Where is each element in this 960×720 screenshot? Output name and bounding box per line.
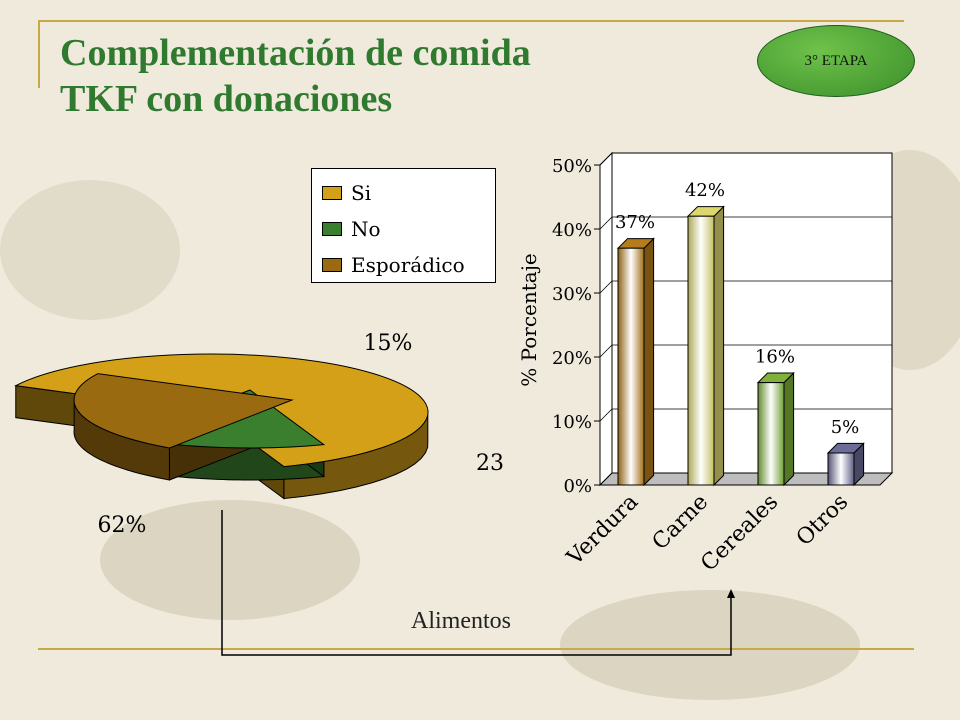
bar-data-label-verdura: 37% [615,212,655,233]
pie-label-si: 62% [98,513,147,538]
bar-y-axis-title: % Porcentaje [517,253,541,387]
top-rule [38,20,904,22]
pie-label-no: 15% [364,331,413,356]
bar-y-tick-label: 30% [552,284,592,305]
pie-label-esporadico: 23 [476,451,504,476]
pie-slice-esporádico [73,373,294,449]
bar-y-tick-label: 0% [563,476,592,497]
bar-data-label-carne: 42% [685,180,725,201]
bar-x-axis-title: Alimentos [411,608,511,634]
bar-carne [686,205,725,487]
bar-gridline [599,280,892,294]
page-title-line1: Complementación de comida [60,32,531,74]
bar-gridline [599,344,892,358]
legend-label-si: Si [351,181,372,205]
bar-data-label-cereales: 16% [755,347,795,368]
legend-item-esporadico: Esporádico [322,247,495,283]
legend-swatch-esporadico [322,258,342,272]
bar-data-label-otros: 5% [831,417,860,438]
page-title: Complementación de comida TKF con donaci… [60,30,531,122]
bar-y-tick-label: 20% [552,348,592,369]
bar-y-tick-label: 50% [552,156,592,177]
stage-badge: 3° ETAPA [757,25,915,97]
left-rule [38,20,40,88]
bar-cereales [756,371,795,487]
bar-gridline [599,472,892,486]
pie-legend: Si No Esporádico [311,168,496,283]
bar-y-tick-label: 10% [552,412,592,433]
bar-otros [826,442,865,487]
bar-gridline [599,152,892,166]
pie-chart: 15% 23 62% [14,331,504,538]
legend-item-no: No [322,211,495,247]
page-title-line2: TKF con donaciones [60,78,393,120]
bar-verdura [616,237,655,487]
bottom-rule [38,648,914,650]
bar-gridline [599,216,892,230]
bar-gridline [599,408,892,422]
legend-label-esporadico: Esporádico [351,253,465,277]
bar-y-tick-label: 40% [552,220,592,241]
legend-item-si: Si [322,175,495,211]
legend-label-no: No [351,217,381,241]
legend-swatch-si [322,186,342,200]
legend-swatch-no [322,222,342,236]
